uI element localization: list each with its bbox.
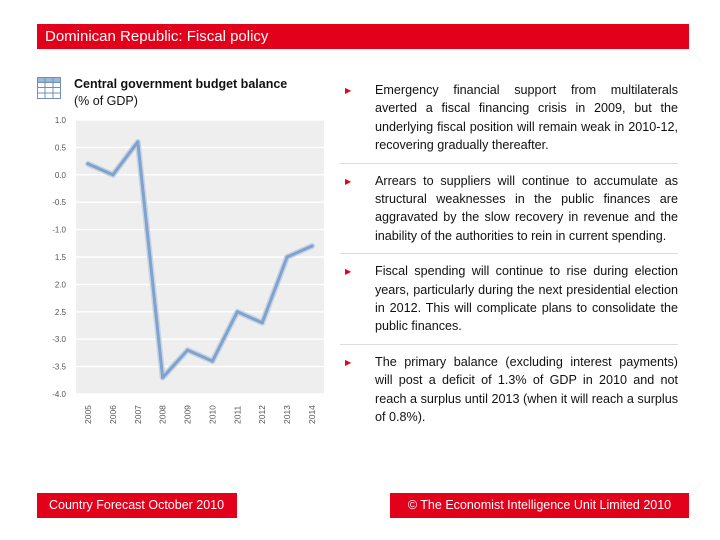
data-point-2009 — [185, 348, 190, 352]
data-point-2011 — [235, 310, 239, 314]
series-line — [86, 140, 314, 380]
y-tick-label: -3.5 — [52, 363, 66, 372]
data-point-2007 — [136, 140, 140, 144]
chart-subtitle: (% of GDP) — [74, 94, 138, 108]
triangle-bullet-icon: ▶ — [345, 176, 352, 186]
footer-publication: Country Forecast October 2010 — [37, 493, 237, 518]
bullet-item: ▶ Emergency financial support from multi… — [340, 81, 678, 164]
y-tick-label: -0.5 — [52, 198, 66, 207]
y-tick-label: -3.0 — [52, 335, 66, 344]
triangle-bullet-icon: ▶ — [345, 267, 352, 277]
triangle-bullet-icon: ▶ — [345, 357, 352, 367]
page-title-bar: Dominican Republic: Fiscal policy — [37, 24, 689, 49]
x-tick-label: 2009 — [183, 405, 193, 424]
triangle-bullet-icon: ▶ — [345, 86, 352, 95]
y-tick-label: 1.5 — [55, 253, 67, 262]
footer-copyright-text: © The Economist Intelligence Unit Limite… — [407, 498, 672, 512]
bullet-text: Emergency financial support from multila… — [375, 83, 678, 153]
x-tick-label: 2008 — [158, 405, 168, 424]
page-title: Dominican Republic: Fiscal policy — [45, 28, 269, 45]
data-point-2012 — [260, 321, 264, 325]
bullet-item: ▶ Fiscal spending will continue to rise … — [340, 262, 678, 345]
x-tick-label: 2007 — [133, 405, 143, 424]
y-tick-label: 0.5 — [55, 143, 67, 152]
data-point-2013 — [285, 255, 289, 259]
data-point-2008 — [161, 375, 165, 380]
bullet-item: ▶ The primary balance (excluding interes… — [340, 353, 678, 435]
data-point-2014 — [310, 244, 314, 248]
commentary-bullets: ▶ Emergency financial support from multi… — [340, 81, 678, 443]
y-tick-label: 2.5 — [55, 308, 67, 317]
y-tick-label: -1.0 — [52, 226, 66, 235]
data-point-2005 — [86, 162, 90, 166]
y-tick-label: -4.0 — [52, 390, 66, 399]
budget-balance-chart: 1.0 0.5 0.0 -0.5 -1.0 1.5 2.0 2.5 -3.0 -3.5 -4.0 2… — [52, 116, 324, 424]
x-tick-label: 2005 — [83, 405, 93, 424]
bullet-text: Arrears to suppliers will continue to ac… — [375, 173, 678, 243]
chart-title-block: Central government budget balance (% of … — [74, 76, 324, 110]
footer-publication-text: Country Forecast October 2010 — [49, 498, 225, 512]
data-point-2010 — [210, 359, 215, 363]
chart-title: Central government budget balance — [74, 77, 288, 91]
spreadsheet-icon — [37, 77, 61, 99]
x-tick-label: 2010 — [207, 405, 217, 424]
y-tick-label: 0.0 — [55, 171, 67, 180]
bullet-text: The primary balance (excluding interest … — [375, 354, 678, 425]
y-tick-label: 1.0 — [55, 116, 67, 125]
x-tick-label: 2014 — [307, 405, 317, 424]
bullet-item: ▶ Arrears to suppliers will continue to … — [340, 172, 678, 255]
footer-copyright: © The Economist Intelligence Unit Limite… — [390, 493, 689, 518]
bullet-text: Fiscal spending will continue to rise du… — [375, 264, 678, 334]
x-tick-label: 2013 — [282, 405, 292, 424]
y-tick-label: 2.0 — [55, 280, 67, 289]
x-tick-label: 2006 — [108, 405, 118, 424]
x-tick-label: 2011 — [232, 405, 242, 424]
data-point-2006 — [111, 173, 115, 177]
x-tick-label: 2012 — [257, 405, 267, 424]
